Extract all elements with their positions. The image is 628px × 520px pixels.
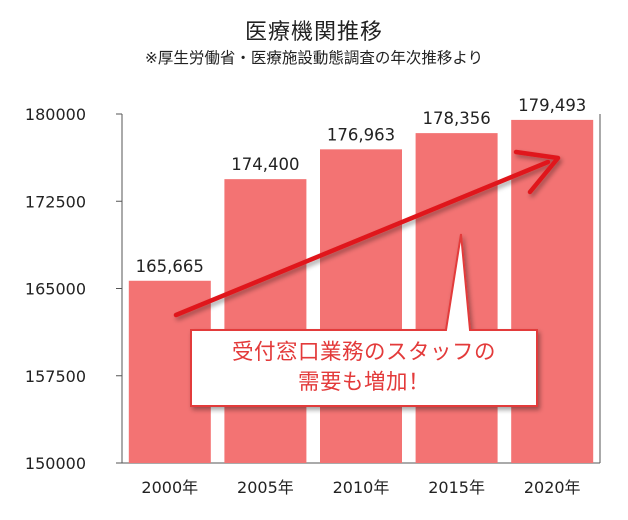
data-label: 165,665 [136,257,204,276]
y-tick-label: 157500 [25,367,86,386]
y-tick-label: 165000 [25,280,86,299]
data-label: 178,356 [422,109,490,128]
bar [224,179,307,463]
trend-arrow-shape [173,149,561,318]
callout-shape [190,233,538,407]
x-tick-label: 2020年 [524,478,581,497]
chart-title: 医療機関推移 [244,20,383,45]
y-tick-label: 172500 [25,192,86,211]
data-label: 179,493 [518,96,586,115]
x-tick-label: 2010年 [333,478,390,497]
chart-subtitle: ※厚生労働省・医療施設動態調査の年次推移より [144,49,484,67]
callout-text: 受付窓口業務のスタッフの 需要も増加！ [191,330,537,406]
trend-arrow-line [173,159,551,318]
data-labels: 165,665 174,400 176,963 178,356 179,493 [136,96,587,276]
y-tick-label: 180000 [25,105,86,124]
data-label: 174,400 [231,155,299,174]
y-tick-label: 150000 [25,454,86,473]
callout-bubble [190,233,538,407]
bars [128,119,594,464]
axes: 150000 157500 165000 172500 180000 2000年 2005年… [25,105,601,497]
trend-arrow [173,149,561,318]
bar [320,149,402,463]
x-tick-label: 2000年 [141,478,198,497]
data-label: 176,963 [327,125,395,144]
trend-arrow-head [513,149,561,195]
callout-box [190,233,538,407]
callout-line-1: 受付窓口業務のスタッフの [231,340,496,365]
x-tick-label: 2005年 [237,478,294,497]
callout-line-2: 需要も増加！ [297,370,430,395]
x-tick-label: 2015年 [428,478,485,497]
